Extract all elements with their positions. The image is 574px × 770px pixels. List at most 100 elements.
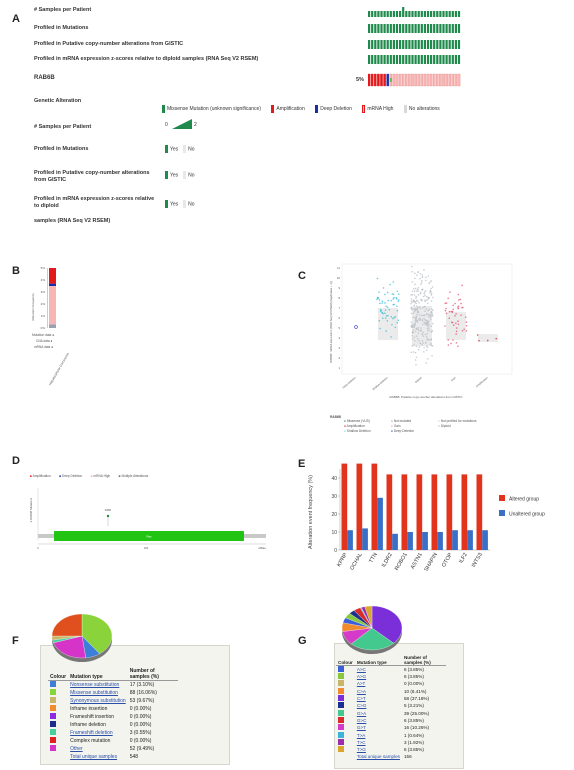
- sample-count: 6 (3.85%): [403, 747, 424, 753]
- c-point: [384, 302, 386, 304]
- sample-count: 0 (0.00%): [129, 714, 152, 720]
- total-samples-link[interactable]: Total unique samples: [70, 753, 118, 760]
- c-point: [396, 305, 398, 308]
- samples-cell: [389, 11, 392, 17]
- c-point: [421, 288, 424, 291]
- c-legend-item: ● Not profiled for mutations: [438, 419, 477, 423]
- e-bar-altered: [371, 463, 378, 550]
- sample-count: 88 (16.06%): [129, 690, 157, 696]
- mutation-type[interactable]: Nonsense substitution: [70, 682, 120, 688]
- panel-c-points: [354, 265, 498, 366]
- c-point: [454, 302, 456, 305]
- b-tick-label: 2%: [41, 302, 46, 306]
- sample-count: 0 (0.00%): [129, 722, 152, 728]
- mutation-type: A>C: [356, 667, 366, 672]
- c-point: [394, 326, 397, 329]
- c-point: [410, 294, 412, 296]
- e-xtick: ILDR2: [381, 552, 394, 569]
- mutation-type[interactable]: Synonymous substitution: [70, 698, 126, 704]
- samples-cell: [402, 7, 405, 17]
- panel-f-table: Colour Mutation type Number of samples (…: [48, 668, 178, 760]
- c-point: [412, 300, 415, 302]
- c-point: [430, 287, 432, 290]
- samples-cell: [392, 11, 395, 17]
- c-point: [418, 306, 421, 308]
- profiled-cell: [430, 40, 433, 49]
- profiled-cell: [448, 40, 451, 49]
- c-point: [412, 324, 414, 327]
- c-xtick: Gain: [450, 375, 457, 382]
- profiled-cell: [433, 40, 436, 49]
- mutation-type: A>T: [356, 681, 366, 687]
- profiled-cell: [383, 40, 386, 49]
- c-point: [444, 302, 446, 305]
- profiled-cell: [405, 40, 408, 49]
- c-point: [429, 318, 432, 320]
- sample-count: 39 (25.00%): [403, 710, 429, 716]
- c-point: [429, 291, 431, 294]
- c-xtick: Shallow Deletion: [371, 375, 389, 391]
- legend-prof-mrna-title-1: Profiled in mRNA expression z-scores rel…: [34, 196, 155, 209]
- colour-swatch: [50, 745, 56, 751]
- missense-swatch: [162, 104, 165, 113]
- table-row: A>T 0 (0.00%): [336, 680, 446, 687]
- panel-c-legend: RAB6B ● Missense (VUS) ● Not mutated ● Not…: [330, 405, 480, 433]
- samples-cell: [420, 11, 423, 17]
- c-point: [392, 281, 395, 283]
- c-point: [447, 344, 450, 346]
- c-point: [461, 306, 463, 309]
- c-point: [476, 334, 479, 336]
- c-point: [417, 271, 420, 273]
- panel-c-xlabel: RAB6B: Putative copy-number alterations …: [389, 395, 463, 399]
- samples-cell: [457, 11, 461, 17]
- c-point: [457, 306, 459, 309]
- gene-cell: [401, 73, 405, 87]
- samples-cell: [442, 11, 445, 17]
- profiled-cell: [433, 55, 436, 64]
- samples-cell: [377, 11, 380, 17]
- c-point: [415, 335, 418, 337]
- profiled-cell: [442, 40, 445, 49]
- c-point: [392, 293, 395, 296]
- c-point: [420, 298, 422, 301]
- c-point: [410, 326, 413, 329]
- c-point: [415, 297, 417, 299]
- mutation-type: G>A: [356, 710, 367, 716]
- c-point: [414, 359, 417, 361]
- c-point: [425, 349, 428, 351]
- mutation-type[interactable]: Missense substitution: [70, 690, 118, 696]
- profiled-cell: [439, 40, 442, 49]
- c-point: [432, 296, 434, 299]
- c-point: [424, 323, 426, 325]
- c-point: [459, 298, 462, 301]
- c-point: [420, 314, 423, 316]
- c-point: [425, 276, 427, 279]
- mutation-type[interactable]: Other: [70, 746, 83, 752]
- gene-cell: [398, 73, 402, 87]
- mutation-label: R48H: [105, 509, 112, 512]
- mutation-type[interactable]: Frameshift deletion: [70, 730, 113, 736]
- colour-swatch: [50, 689, 56, 695]
- c-point: [423, 305, 426, 308]
- c-point: [451, 310, 454, 313]
- c-point: [396, 321, 398, 324]
- c-point: [415, 302, 417, 305]
- table-row: G>C 6 (3.85%): [336, 716, 446, 724]
- legend-samples-max: 2: [194, 122, 197, 128]
- profiled-cell: [408, 55, 411, 64]
- total-samples-link[interactable]: Total unique samples: [356, 754, 400, 760]
- mutation-type: T>C: [356, 739, 366, 745]
- profiled-cell: [420, 24, 423, 33]
- c-ytick: 9: [338, 286, 340, 290]
- gene-cell: [386, 73, 389, 87]
- c-point: [354, 325, 358, 329]
- e-bar-unaltered: [437, 532, 443, 550]
- c-point: [423, 321, 425, 324]
- table-row: Other 52 (9.49%): [48, 745, 178, 753]
- c-point: [478, 339, 480, 342]
- e-bar-altered: [341, 463, 348, 550]
- f-header-colour: Colour: [48, 668, 69, 681]
- table-row: Synonymous substitution 53 (9.67%): [48, 697, 178, 705]
- colour-swatch: [338, 709, 344, 716]
- gene-cell: [432, 73, 436, 87]
